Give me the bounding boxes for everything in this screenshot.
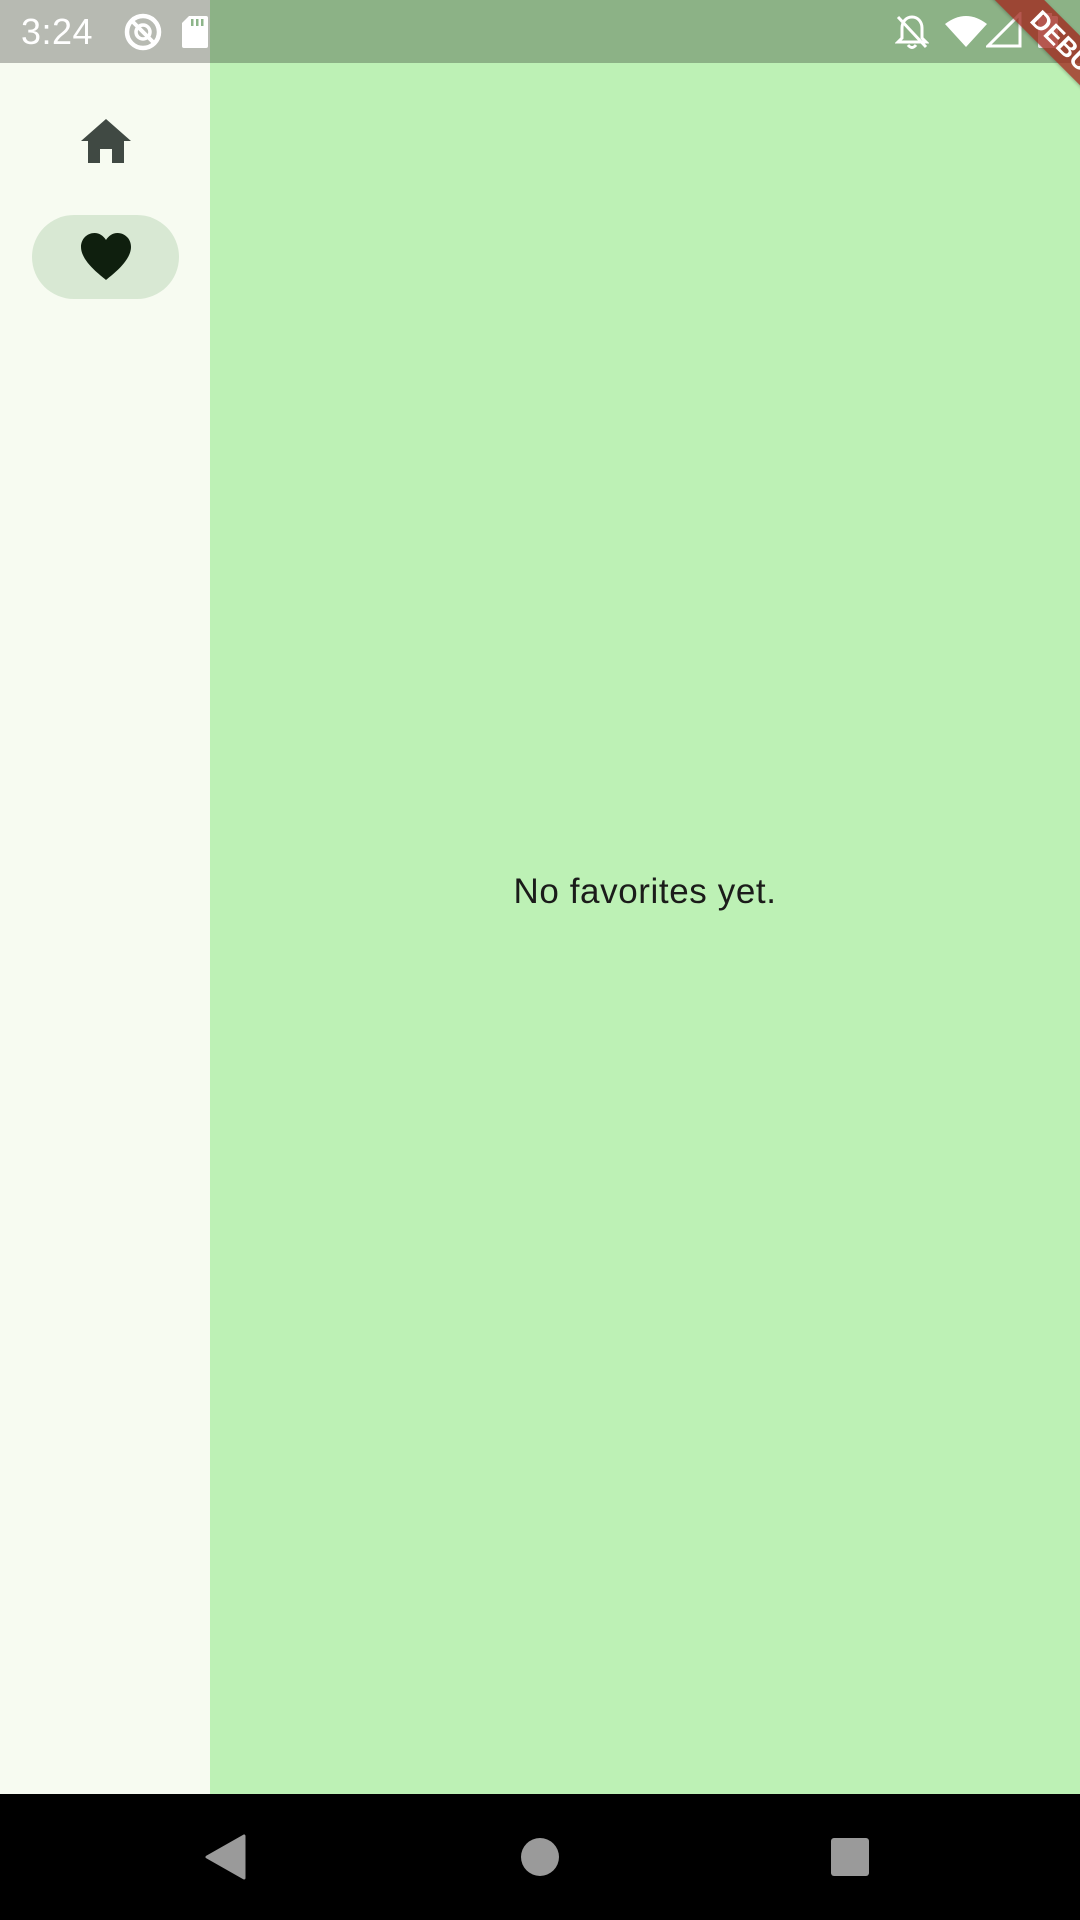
recents-icon xyxy=(831,1838,869,1876)
rail-item-home[interactable] xyxy=(32,99,179,183)
sd-card-icon xyxy=(182,15,209,48)
back-icon xyxy=(205,1834,246,1880)
empty-favorites-message: No favorites yet. xyxy=(513,872,777,911)
home-circle-icon xyxy=(521,1838,559,1876)
home-icon xyxy=(80,119,131,163)
sync-circle-icon xyxy=(124,13,162,50)
system-recents-button[interactable] xyxy=(790,1794,910,1920)
system-home-button[interactable] xyxy=(480,1794,600,1920)
status-bar: 3:24 xyxy=(0,0,1080,63)
wifi-icon xyxy=(945,16,987,47)
status-bar-left: 3:24 xyxy=(21,0,209,63)
system-back-button[interactable] xyxy=(165,1794,285,1920)
system-navigation-bar xyxy=(0,1794,1080,1920)
rail-item-favorites[interactable] xyxy=(32,215,179,299)
status-time: 3:24 xyxy=(21,10,94,52)
cell-signal-icon xyxy=(986,12,1022,48)
navigation-rail xyxy=(0,0,210,1794)
heart-icon xyxy=(80,233,131,280)
favorites-page: No favorites yet. xyxy=(210,0,1080,1794)
notifications-off-icon xyxy=(895,15,929,49)
